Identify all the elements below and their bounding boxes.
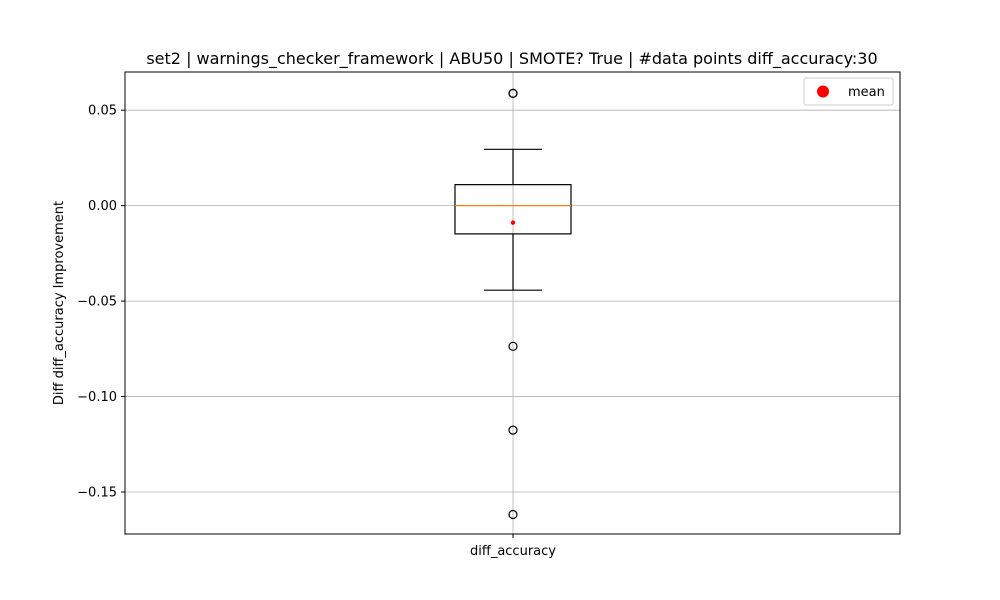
y-axis: 0.05 0.00 −0.05 −0.10 −0.15: [77, 104, 125, 501]
legend-frame: [803, 77, 894, 106]
chart-title: set2 | warnings_checker_framework | ABU5…: [146, 49, 877, 69]
y-tick-label: −0.05: [77, 295, 117, 310]
legend-marker-mean: [817, 85, 829, 98]
plot-frame: [124, 71, 901, 535]
grid: [125, 72, 900, 534]
x-tick-label: diff_accuracy: [470, 544, 556, 559]
legend: mean: [803, 77, 894, 106]
x-axis: diff_accuracy: [470, 534, 556, 559]
outlier-point: [508, 509, 518, 520]
y-axis-label: Diff diff_accuracy Improvement: [52, 201, 67, 405]
y-tick-label: −0.15: [77, 486, 117, 501]
outlier-point: [508, 341, 518, 351]
mean-point: [510, 220, 516, 225]
box-iqr: [454, 184, 572, 235]
outlier-point: [508, 425, 518, 435]
y-tick-label: 0.05: [88, 104, 117, 119]
y-tick-label: −0.10: [77, 390, 117, 405]
outlier-point: [508, 88, 518, 98]
y-tick-label: 0.00: [88, 199, 117, 214]
plot-area: [454, 88, 572, 520]
legend-label-mean: mean: [848, 85, 885, 100]
